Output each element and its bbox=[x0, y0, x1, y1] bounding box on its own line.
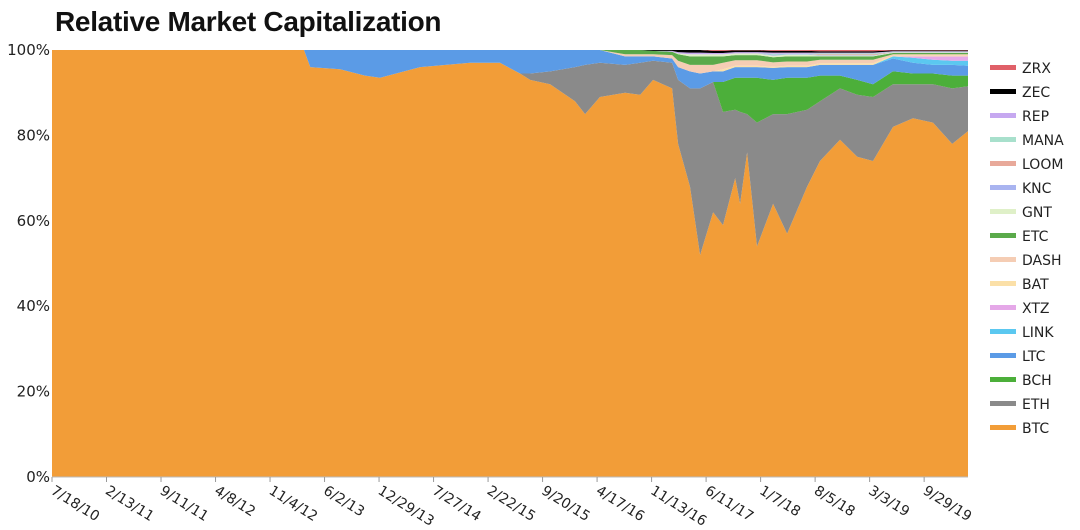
area-loom bbox=[52, 50, 968, 56]
legend-label: ETH bbox=[1022, 397, 1050, 413]
area-layer bbox=[52, 50, 968, 477]
area-zec bbox=[52, 50, 968, 53]
area-dash bbox=[52, 50, 968, 74]
legend-item-dash[interactable]: DASH bbox=[990, 253, 1062, 269]
x-tick-label: 11/4/12 bbox=[266, 483, 320, 525]
x-tick-label: 7/27/14 bbox=[429, 483, 483, 525]
legend-item-btc[interactable]: BTC bbox=[990, 421, 1049, 437]
legend-swatch bbox=[990, 353, 1016, 358]
legend-label: KNC bbox=[1022, 181, 1052, 197]
x-tick-label: 12/29/13 bbox=[375, 483, 437, 530]
legend-label: BCH bbox=[1022, 373, 1052, 389]
legend-label: BAT bbox=[1022, 277, 1049, 293]
legend-label: DASH bbox=[1022, 253, 1062, 269]
legend-item-etc[interactable]: ETC bbox=[990, 229, 1049, 245]
legend-swatch bbox=[990, 209, 1016, 214]
legend-item-ltc[interactable]: LTC bbox=[990, 349, 1046, 365]
legend-swatch bbox=[990, 233, 1016, 238]
y-tick-label: 20% bbox=[17, 383, 50, 401]
x-tick-label: 6/2/13 bbox=[320, 483, 367, 520]
legend-label: XTZ bbox=[1022, 301, 1050, 317]
y-tick-label: 100% bbox=[7, 41, 50, 59]
legend-label: BTC bbox=[1022, 421, 1049, 437]
x-tick-label: 9/29/19 bbox=[920, 483, 974, 525]
legend-swatch bbox=[990, 257, 1016, 262]
chart-title: Relative Market Capitalization bbox=[55, 6, 442, 37]
legend-item-link[interactable]: LINK bbox=[990, 325, 1054, 341]
legend-item-bat[interactable]: BAT bbox=[990, 277, 1049, 293]
x-tick-label: 1/7/18 bbox=[756, 483, 803, 520]
legend-item-zrx[interactable]: ZRX bbox=[990, 61, 1051, 77]
legend-swatch bbox=[990, 161, 1016, 166]
x-tick-label: 4/17/16 bbox=[593, 483, 647, 525]
x-tick-label: 9/11/11 bbox=[157, 483, 211, 525]
area-rep bbox=[52, 50, 968, 55]
legend-swatch bbox=[990, 377, 1016, 382]
legend-swatch bbox=[990, 185, 1016, 190]
x-tick-label: 7/18/10 bbox=[48, 483, 102, 525]
y-tick-label: 60% bbox=[17, 212, 50, 230]
area-knc bbox=[52, 50, 968, 56]
x-tick-label: 2/13/11 bbox=[102, 483, 156, 525]
legend-swatch bbox=[990, 425, 1016, 430]
legend-item-mana[interactable]: MANA bbox=[990, 133, 1064, 149]
legend-item-xtz[interactable]: XTZ bbox=[990, 301, 1050, 317]
x-tick-label: 3/3/19 bbox=[866, 483, 913, 520]
legend-swatch bbox=[990, 329, 1016, 334]
x-tick-label: 11/13/16 bbox=[647, 483, 709, 530]
legend-label: GNT bbox=[1022, 205, 1052, 221]
x-tick-label: 9/20/15 bbox=[538, 483, 592, 525]
legend-label: ZRX bbox=[1022, 61, 1051, 77]
legend-label: ZEC bbox=[1022, 85, 1050, 101]
legend-swatch bbox=[990, 89, 1016, 94]
area-bch bbox=[52, 50, 968, 123]
area-zrx bbox=[52, 50, 968, 52]
legend-swatch bbox=[990, 65, 1016, 70]
area-eth bbox=[52, 50, 968, 255]
legend-item-loom[interactable]: LOOM bbox=[990, 157, 1063, 173]
legend-swatch bbox=[990, 305, 1016, 310]
y-tick-label: 40% bbox=[17, 297, 50, 315]
x-tick-label: 6/11/17 bbox=[702, 483, 756, 525]
legend-label: ETC bbox=[1022, 229, 1049, 245]
legend-item-rep[interactable]: REP bbox=[990, 109, 1049, 125]
legend-swatch bbox=[990, 113, 1016, 118]
legend-label: REP bbox=[1022, 109, 1049, 125]
area-ltc bbox=[52, 50, 968, 89]
x-tick-label: 8/5/18 bbox=[811, 483, 858, 520]
legend-item-gnt[interactable]: GNT bbox=[990, 205, 1052, 221]
legend-swatch bbox=[990, 137, 1016, 142]
legend-item-knc[interactable]: KNC bbox=[990, 181, 1052, 197]
area-etc bbox=[52, 50, 968, 65]
x-tick-label: 2/22/15 bbox=[484, 483, 538, 525]
legend-item-zec[interactable]: ZEC bbox=[990, 85, 1050, 101]
legend-swatch bbox=[990, 401, 1016, 406]
legend: ZRX ZEC REP MANA LOOM KNC GNT ETC DASH BAT XTZ LINK… bbox=[990, 61, 1064, 437]
legend-item-bch[interactable]: BCH bbox=[990, 373, 1052, 389]
y-tick-label: 80% bbox=[17, 126, 50, 144]
legend-swatch bbox=[990, 281, 1016, 286]
legend-label: MANA bbox=[1022, 133, 1064, 149]
legend-label: LOOM bbox=[1022, 157, 1063, 173]
legend-label: LINK bbox=[1022, 325, 1054, 341]
area-btc bbox=[52, 50, 968, 477]
legend-label: LTC bbox=[1022, 349, 1046, 365]
legend-item-eth[interactable]: ETH bbox=[990, 397, 1050, 413]
x-tick-label: 4/8/12 bbox=[211, 483, 258, 520]
y-tick-label: 0% bbox=[26, 468, 50, 486]
